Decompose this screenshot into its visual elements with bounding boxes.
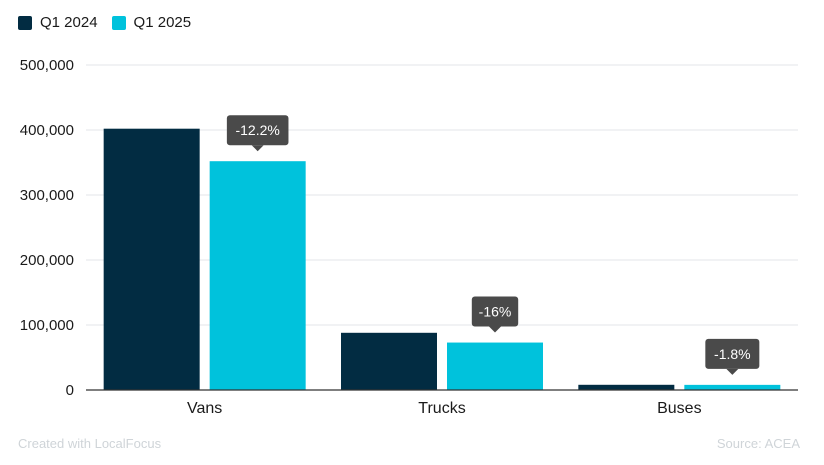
legend-swatch-q1-2025 bbox=[111, 15, 126, 30]
x-category-label: Trucks bbox=[418, 400, 465, 417]
y-tick-label: 200,000 bbox=[20, 252, 74, 269]
legend-label-q1-2024: Q1 2024 bbox=[40, 14, 98, 31]
change-annotation-box bbox=[705, 338, 760, 369]
x-category-label: Buses bbox=[657, 400, 701, 417]
x-category-label: Vans bbox=[187, 400, 222, 417]
bar-vans-q1-2025 bbox=[209, 161, 306, 390]
legend-label-q1-2025: Q1 2025 bbox=[133, 14, 192, 31]
bar-vans-q1-2024 bbox=[103, 128, 200, 390]
bar-trucks-q1-2024 bbox=[341, 332, 437, 390]
change-annotation-pointer bbox=[489, 326, 501, 333]
bar-buses-q1-2024 bbox=[578, 384, 675, 390]
y-tick-label: 0 bbox=[66, 382, 74, 399]
y-tick-label: 400,000 bbox=[20, 122, 74, 139]
bar-trucks-q1-2025 bbox=[447, 342, 543, 390]
y-tick-label: 100,000 bbox=[20, 317, 74, 334]
change-annotation-box bbox=[471, 296, 519, 327]
change-annotation-label: -1.8% bbox=[714, 346, 751, 362]
legend-item-q1-2024[interactable]: Q1 2024 bbox=[18, 14, 98, 31]
y-tick-label: 500,000 bbox=[20, 57, 74, 74]
legend-item-q1-2025[interactable]: Q1 2025 bbox=[111, 14, 192, 31]
footer-source: Source: ACEA bbox=[716, 436, 800, 451]
change-annotation-box bbox=[226, 115, 289, 146]
change-annotation-label: -16% bbox=[479, 304, 512, 320]
change-annotation-label: -12.2% bbox=[235, 122, 279, 138]
y-tick-label: 300,000 bbox=[20, 187, 74, 204]
change-annotation-pointer bbox=[726, 368, 739, 375]
legend-swatch-q1-2024 bbox=[18, 15, 32, 30]
bar-buses-q1-2025 bbox=[684, 384, 781, 390]
change-annotation-pointer bbox=[251, 145, 264, 152]
legend: Q1 2024 Q1 2025 bbox=[18, 14, 205, 31]
footer-credit: Created with LocalFocus bbox=[18, 436, 162, 451]
